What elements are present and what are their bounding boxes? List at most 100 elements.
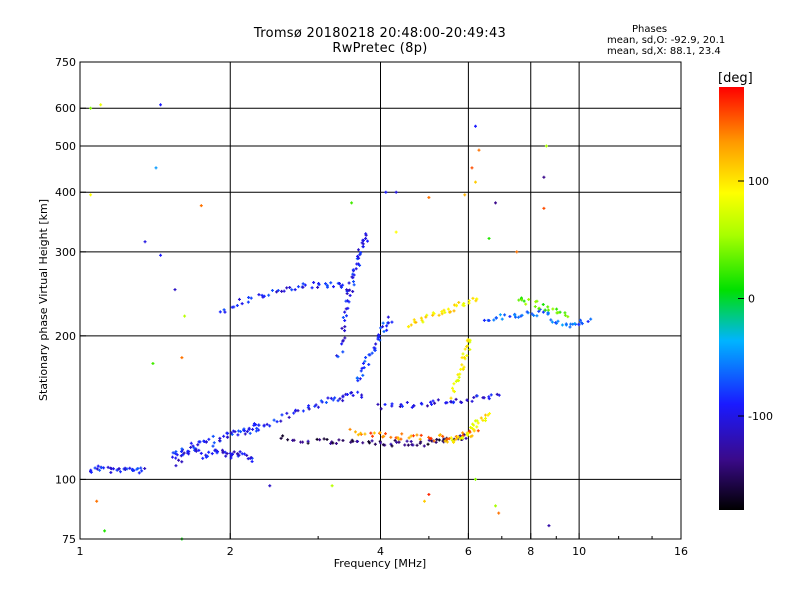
trace-13-point — [571, 322, 575, 326]
trace-7-point — [399, 403, 403, 407]
trace-6-point — [488, 412, 492, 416]
trace-4-point — [381, 443, 385, 447]
trace-10-point — [249, 296, 253, 300]
axis-ticks: 1 2 4 6 8 10 16 75 100 200 300 400 500 600 750 — [55, 56, 688, 558]
trace-10-point — [310, 286, 314, 290]
trace-14-point — [546, 305, 550, 309]
colorbar-tick-label--100: -100 — [748, 410, 773, 423]
trace-4-point — [406, 443, 410, 447]
chart-title-line2: RwPretec (8p) — [332, 41, 428, 56]
trace-9-point — [361, 361, 365, 365]
trace-11-point — [457, 300, 461, 304]
trace-2-point — [174, 450, 178, 454]
trace-0-point — [98, 468, 102, 472]
trace-1-point — [230, 452, 234, 456]
scatter-point-35 — [494, 504, 498, 508]
trace-0-point — [128, 466, 132, 470]
trace-3-point — [287, 415, 291, 419]
trace-5-point — [461, 431, 465, 435]
trace-4-point — [409, 439, 413, 443]
trace-3-point — [329, 396, 333, 400]
trace-9-point — [358, 377, 362, 381]
trace-13-point — [482, 318, 486, 322]
trace-4-point — [426, 442, 430, 446]
trace-1-point — [174, 464, 178, 468]
trace-4-point — [350, 438, 354, 442]
trace-5-point — [432, 439, 436, 443]
trace-4-point — [306, 439, 310, 443]
trace-10-point — [316, 285, 320, 289]
trace-8-point — [343, 319, 347, 323]
trace-11-point — [475, 297, 479, 301]
trace-0-point — [89, 470, 93, 474]
trace-6-point — [476, 421, 480, 425]
trace-5-point — [384, 432, 388, 436]
trace-4-point — [356, 439, 360, 443]
trace-4-point — [292, 438, 296, 442]
trace-9-point — [363, 359, 367, 363]
trace-10-point — [246, 300, 250, 304]
phases-heading: Phases — [632, 24, 668, 35]
trace-2-point — [191, 444, 195, 448]
x-tick-label-10: 10 — [572, 545, 586, 558]
trace-1-point — [249, 456, 253, 460]
trace-13-point — [537, 309, 541, 313]
trace-8-point — [361, 239, 365, 243]
trace-2-point — [192, 446, 196, 450]
scatter-point-33 — [427, 492, 431, 496]
trace-3-point — [262, 423, 266, 427]
trace-1-point — [215, 451, 219, 455]
trace-6-point — [481, 418, 485, 422]
y-tick-label-750: 750 — [55, 56, 76, 69]
trace-6-point — [471, 422, 475, 426]
trace-4-point — [325, 437, 329, 441]
trace-10-point — [232, 305, 236, 309]
trace-14-point — [533, 305, 537, 309]
trace-2-point — [207, 437, 211, 441]
trace-1-point — [229, 456, 233, 460]
trace-2-point — [204, 440, 208, 444]
trace-4-point — [279, 436, 283, 440]
trace-3-point — [243, 432, 247, 436]
trace-14-point — [563, 311, 567, 315]
y-tick-label-600: 600 — [55, 102, 76, 115]
trace-5-point — [372, 431, 376, 435]
trace-5-point — [438, 433, 442, 437]
trace-4-point — [334, 442, 338, 446]
scatter-point-8 — [173, 288, 177, 292]
trace-13-point — [532, 313, 536, 317]
trace-9-point — [373, 346, 377, 350]
trace-10-point — [337, 281, 341, 285]
trace-13-point — [492, 318, 496, 322]
trace-0-point — [111, 467, 115, 471]
y-tick-label-300: 300 — [55, 246, 76, 259]
trace-5-point — [353, 430, 357, 434]
trace-4-point — [337, 438, 341, 442]
trace-10-point — [235, 304, 239, 308]
trace-10-point — [301, 282, 305, 286]
trace-14-point — [566, 315, 570, 319]
trace-11-point — [424, 315, 428, 319]
trace-4-point — [286, 438, 290, 442]
trace-4-point — [390, 444, 394, 448]
trace-7-point — [390, 402, 394, 406]
trace-3-point — [333, 396, 337, 400]
trace-5-point — [363, 432, 367, 436]
trace-6-point — [475, 425, 479, 429]
trace-10-point — [285, 286, 289, 290]
trace-6-point — [479, 416, 483, 420]
trace-2-point — [229, 431, 233, 435]
trace-1-point — [174, 456, 178, 460]
trace-10-point — [345, 288, 349, 292]
trace-4-point — [379, 441, 383, 445]
trace-3-point — [268, 424, 272, 428]
trace-4-point — [318, 438, 322, 442]
trace-8-point — [341, 338, 345, 342]
trace-1-point — [181, 453, 185, 457]
trace-8-point — [346, 299, 350, 303]
scatter-point-24 — [463, 193, 467, 197]
trace-8-point — [366, 239, 370, 243]
trace-8-point — [346, 306, 350, 310]
trace-5-point — [470, 434, 474, 438]
trace-3-point — [275, 420, 279, 424]
